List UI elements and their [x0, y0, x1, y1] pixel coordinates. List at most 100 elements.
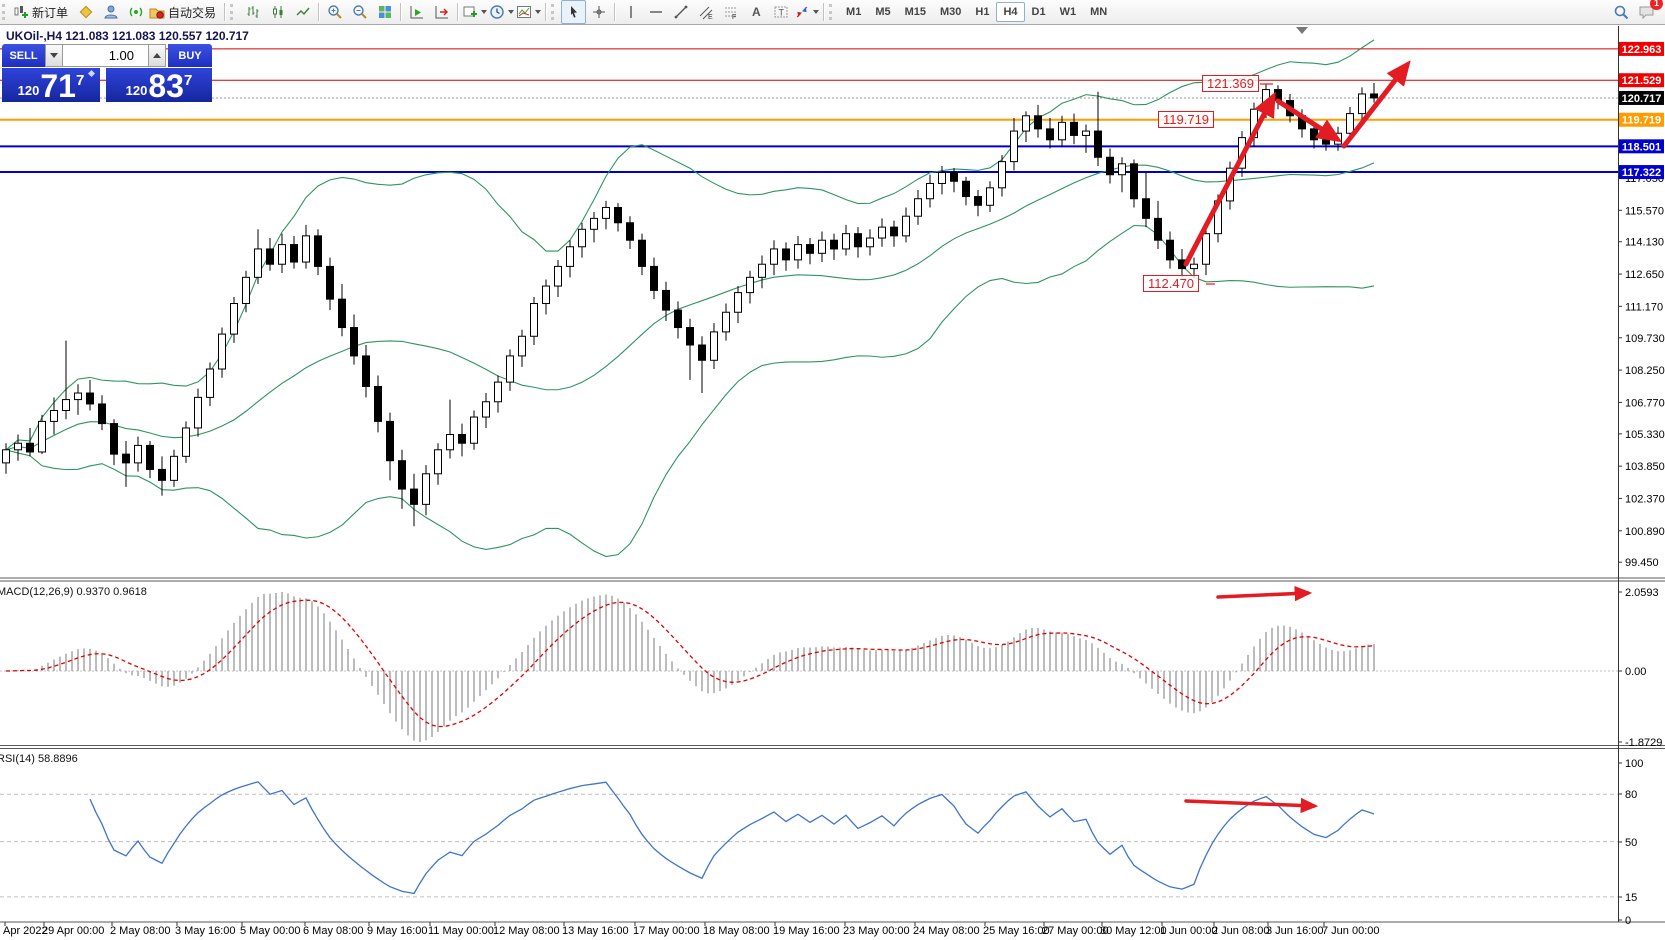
- svg-text:19 May 16:00: 19 May 16:00: [773, 925, 840, 937]
- profile-button[interactable]: [98, 0, 123, 24]
- text-label-icon: T: [774, 6, 788, 18]
- svg-text:2 Jun 08:00: 2 Jun 08:00: [1212, 925, 1270, 937]
- volume-increase-button[interactable]: [148, 44, 166, 67]
- volume-decrease-button[interactable]: [45, 44, 63, 67]
- search-button[interactable]: [1609, 0, 1634, 24]
- svg-text:2.0593: 2.0593: [1625, 587, 1659, 599]
- sell-price-pipette: 7: [75, 72, 85, 89]
- indicators-button[interactable]: [515, 0, 542, 24]
- bar-chart-button[interactable]: [240, 0, 265, 24]
- svg-text:119.719: 119.719: [1622, 115, 1661, 127]
- price-tag: [1619, 139, 1664, 154]
- trendline-tool-button[interactable]: [668, 0, 693, 24]
- macd-signal-line: [5, 599, 1375, 728]
- timeframe-h1-button[interactable]: H1: [975, 6, 990, 18]
- svg-text:13 May 16:00: 13 May 16:00: [562, 925, 629, 937]
- svg-text:T: T: [778, 8, 784, 18]
- trend-arrow-object[interactable]: [1341, 60, 1411, 149]
- tile-windows-button[interactable]: [372, 0, 397, 24]
- toolbar-separator: [545, 3, 547, 21]
- timeframe-h4-button[interactable]: H4: [996, 2, 1025, 22]
- svg-text:100: 100: [1625, 758, 1643, 770]
- sell-button[interactable]: SELL: [2, 44, 45, 67]
- crosshair-tool-button[interactable]: [586, 0, 611, 24]
- buy-price-pipette: 7: [183, 72, 193, 89]
- cursor-tool-button[interactable]: [561, 0, 587, 24]
- text-label-tool-button[interactable]: T: [768, 0, 793, 24]
- equidistant-channel-tool-button[interactable]: E: [693, 0, 718, 24]
- price-tag: [1619, 112, 1664, 127]
- rsi-panel[interactable]: [0, 781, 1618, 898]
- zoom-in-icon: [327, 5, 342, 19]
- volume-input[interactable]: 1.00: [63, 44, 148, 67]
- arrows-tool-button[interactable]: [793, 0, 820, 24]
- toolbar-grip[interactable]: [551, 4, 559, 20]
- fibonacci-tool-button[interactable]: F: [718, 0, 743, 24]
- svg-text:111.170: 111.170: [1625, 301, 1663, 313]
- deposit-button[interactable]: [73, 0, 98, 24]
- chart-shift-marker[interactable]: [1296, 27, 1308, 34]
- text-tool-button[interactable]: A: [743, 0, 768, 24]
- svg-text:100.890: 100.890: [1625, 526, 1665, 538]
- toolbar-grip[interactable]: [829, 4, 837, 20]
- periods-button[interactable]: [488, 0, 515, 24]
- price-annotation-label[interactable]: 121.369: [1202, 75, 1259, 92]
- signals-button[interactable]: [123, 0, 148, 24]
- svg-text:6 May 08:00: 6 May 08:00: [303, 925, 364, 937]
- horizontal-line-icon: [649, 11, 662, 13]
- trend-arrow-object[interactable]: [1216, 585, 1313, 602]
- svg-text:3 Jun 16:00: 3 Jun 16:00: [1266, 925, 1324, 937]
- svg-text:E: E: [708, 14, 713, 20]
- trend-arrow-object[interactable]: [1184, 797, 1319, 814]
- svg-text:114.130: 114.130: [1625, 237, 1664, 249]
- signal-icon: [129, 7, 142, 17]
- svg-text:12 May 08:00: 12 May 08:00: [493, 925, 560, 937]
- clock-icon: [490, 5, 504, 19]
- auto-scroll-button[interactable]: [404, 0, 429, 24]
- macd-panel[interactable]: [0, 592, 1618, 742]
- candle-chart-button[interactable]: [265, 0, 290, 24]
- line-chart-button[interactable]: [290, 0, 315, 24]
- timeframe-d1-button[interactable]: D1: [1031, 6, 1046, 18]
- trend-arrow-object[interactable]: [1183, 91, 1276, 267]
- timeframe-bar: M1 M5 M15 M30 H1 H4 D1 W1 MN: [839, 2, 1114, 22]
- chart-title: UKOil-,H4 121.083 121.083 120.557 120.71…: [6, 29, 249, 43]
- timeframe-m30-button[interactable]: M30: [940, 6, 962, 18]
- svg-text:121.529: 121.529: [1622, 75, 1662, 87]
- timeframe-m15-button[interactable]: M15: [904, 6, 926, 18]
- timeframe-mn-button[interactable]: MN: [1090, 6, 1108, 18]
- zoom-in-button[interactable]: [322, 0, 347, 24]
- new-chart-button[interactable]: [461, 0, 488, 24]
- buy-price-display[interactable]: 120 83 7: [106, 68, 212, 102]
- vertical-line-icon: [629, 6, 632, 18]
- zoom-out-button[interactable]: [347, 0, 372, 24]
- trend-arrow-object[interactable]: [1275, 98, 1343, 143]
- buy-button[interactable]: BUY: [168, 44, 212, 67]
- vertical-line-tool-button[interactable]: [618, 0, 643, 24]
- timeframe-m1-button[interactable]: M1: [846, 6, 862, 18]
- price-tag: [1619, 90, 1664, 105]
- svg-text:24 May 08:00: 24 May 08:00: [913, 925, 980, 937]
- toolbar-separator: [823, 3, 825, 21]
- user-icon: [103, 5, 118, 19]
- autotrade-button[interactable]: 自动交易: [148, 0, 221, 24]
- price-annotation-label[interactable]: 119.719: [1158, 111, 1215, 128]
- main-price-panel[interactable]: [0, 27, 1618, 558]
- toolbar-grip[interactable]: [230, 4, 238, 20]
- price-annotation-label[interactable]: 112.470: [1143, 275, 1200, 292]
- sell-price-display[interactable]: 120 71 7: [2, 68, 100, 102]
- trend-arrows[interactable]: [1183, 60, 1411, 814]
- timeframe-w1-button[interactable]: W1: [1059, 6, 1077, 18]
- timeframe-m5-button[interactable]: M5: [875, 6, 891, 18]
- sell-price-pips: 71: [40, 68, 76, 104]
- new-chart-icon: [463, 6, 478, 17]
- new-order-button[interactable]: 新订单: [12, 0, 73, 24]
- chart-shift-button[interactable]: [429, 0, 454, 24]
- horizontal-line-tool-button[interactable]: [643, 0, 668, 24]
- notifications-button[interactable]: 1: [1634, 0, 1663, 24]
- shapes-arrows-icon: [796, 6, 808, 18]
- price-axis[interactable]: 117.050115.570114.130112.650111.170109.7…: [1618, 41, 1665, 927]
- toolbar-grip[interactable]: [2, 4, 10, 20]
